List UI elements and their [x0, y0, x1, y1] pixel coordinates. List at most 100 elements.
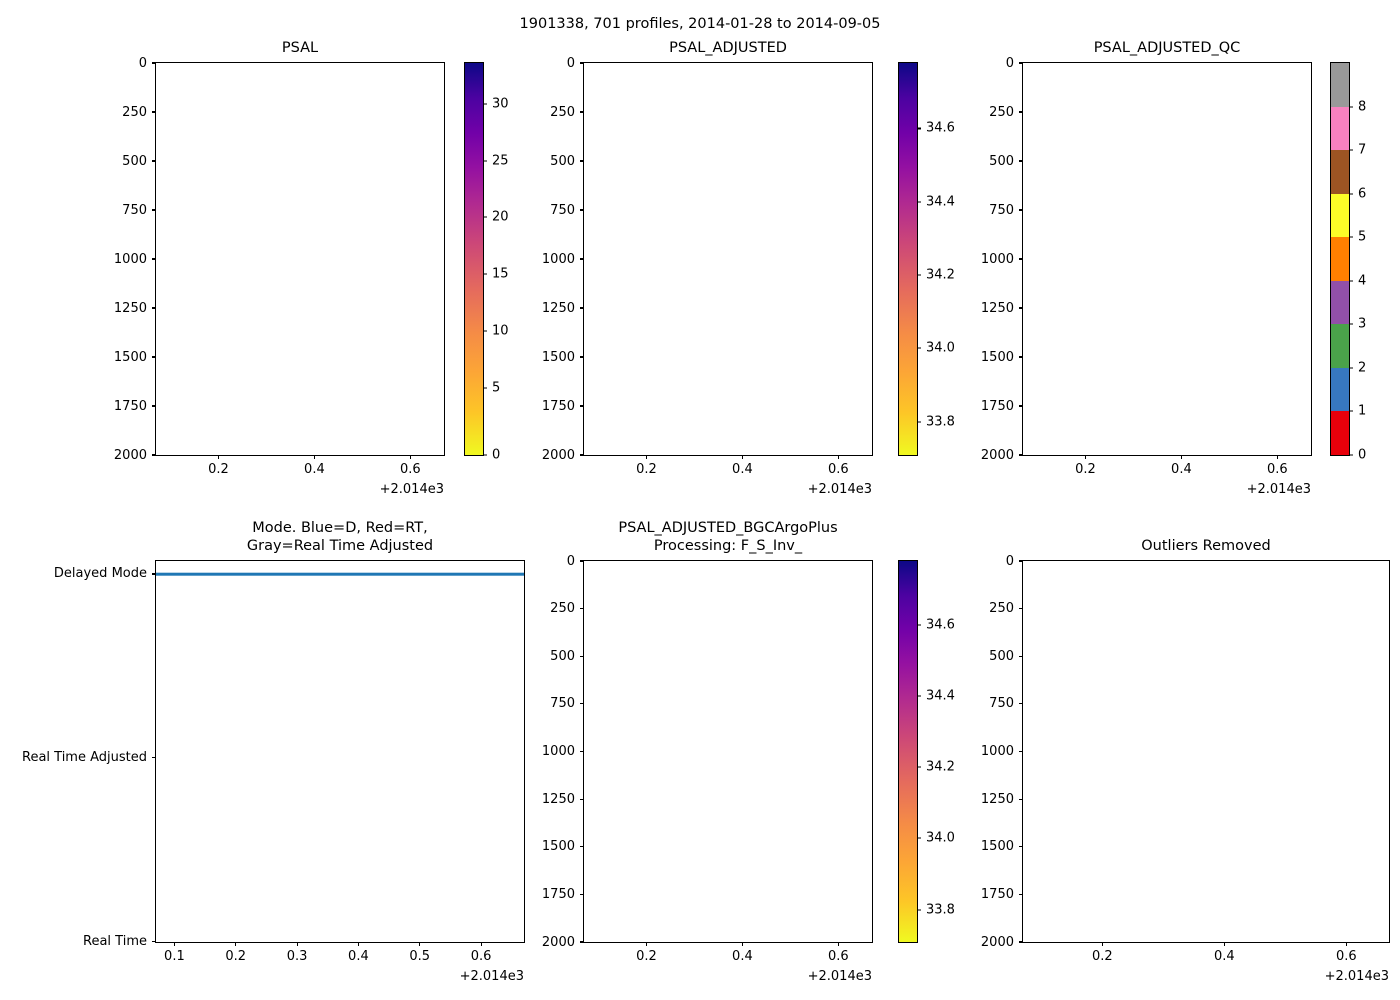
tick-mark [152, 573, 156, 575]
tick-mark [483, 216, 487, 218]
ytick-label: 1750 [541, 398, 575, 414]
tick-mark [580, 209, 584, 211]
tick-mark [580, 941, 584, 943]
tick-mark [1019, 703, 1023, 705]
tick-mark [1019, 405, 1023, 407]
qc-band-2 [1331, 324, 1349, 368]
cbtick-label: 3 [1358, 316, 1367, 332]
tick-mark [917, 695, 921, 697]
ytick-label: 1750 [980, 886, 1014, 902]
qc-band-1 [1331, 367, 1349, 412]
axes-title-mode: Mode. Blue=D, Red=RT, Gray=Real Time Adju… [247, 519, 433, 556]
tick-mark [1019, 356, 1023, 358]
ytick-label: Real Time Adjusted [22, 749, 147, 765]
tick-mark [1276, 455, 1278, 459]
axes-mode[interactable]: Mode. Blue=D, Red=RT, Gray=Real Time Adju… [22, 520, 525, 984]
tick-mark [580, 798, 584, 800]
ytick-label: 1750 [541, 886, 575, 902]
ytick-label: 0 [1005, 55, 1014, 71]
axes-title-bgc-line2: Processing: F_S_Inv_ [653, 538, 803, 555]
xtick-label: 0.4 [304, 462, 325, 477]
axes-psal[interactable]: PSAL 0 250 500 750 1000 1250 1500 [114, 40, 445, 497]
tick-mark [152, 454, 156, 456]
cbtick-label: 1 [1358, 403, 1367, 419]
cbtick-psaladj-346: 34.6 [917, 122, 955, 135]
axes-psal-adjusted[interactable]: PSAL_ADJUSTED 0 250 500 750 1000 1250 15… [542, 40, 873, 497]
cbtick-label: 0 [492, 447, 501, 463]
cbtick-qc-5: 5 [1349, 231, 1366, 244]
ytick-label: 1250 [980, 300, 1014, 316]
ytick-label: 1500 [980, 349, 1014, 365]
tick-mark [419, 942, 421, 946]
tick-mark [741, 455, 743, 459]
ytick-label: 0 [138, 55, 147, 71]
tick-mark [296, 942, 298, 946]
tick-mark [1019, 560, 1023, 562]
cbtick-qc-3: 3 [1349, 318, 1366, 331]
tick-mark [483, 103, 487, 105]
ytick-label: 1000 [541, 251, 575, 267]
ytick-label: 1750 [980, 398, 1014, 414]
x-offset-text-psal: +2.014e3 [379, 482, 444, 497]
ytick-label: 250 [989, 601, 1014, 617]
cbtick-psaladj-338: 33.8 [917, 415, 955, 428]
xtick-label: 0.4 [732, 462, 753, 477]
xtick-label: 0.2 [636, 949, 657, 964]
ytick-label: 500 [989, 648, 1014, 664]
colorbar-psal[interactable]: 0 5 10 15 20 25 [464, 62, 509, 462]
tick-mark [580, 750, 584, 753]
figure-suptitle: 1901338, 701 profiles, 2014-01-28 to 201… [519, 16, 881, 32]
tick-mark [483, 454, 487, 456]
cbtick-bgc-346: 34.6 [917, 618, 955, 631]
colorbar-psal-adjusted-qc[interactable]: 0 1 2 3 4 5 6 [1330, 62, 1366, 462]
ytick-label: 750 [550, 202, 575, 218]
xtick-label: 0.2 [1091, 949, 1113, 964]
tick-mark [1019, 655, 1023, 657]
colorbar-bgcargoplus[interactable]: 33.8 34.0 34.2 34.4 34.6 [898, 560, 955, 943]
tick-mark [1349, 410, 1353, 412]
axes-psal-adjusted-bgcargoplus[interactable]: PSAL_ADJUSTED_BGCArgoPlus Processing: F_S… [542, 520, 873, 984]
cbtick-label: 34.2 [926, 267, 955, 283]
tick-mark [152, 209, 156, 211]
xtick-label: 0.6 [400, 462, 421, 477]
qc-band-0 [1331, 411, 1349, 455]
tick-mark [580, 608, 584, 610]
tick-mark [357, 942, 359, 946]
cbtick-label: 34.4 [926, 688, 955, 704]
ytick-label: 250 [550, 104, 575, 120]
tick-mark [483, 330, 487, 332]
ytick-label: 2000 [113, 447, 147, 463]
cbtick-qc-7: 7 [1349, 144, 1366, 157]
cbtick-label: 33.8 [926, 902, 955, 918]
xtick-label: 0.4 [1171, 462, 1192, 477]
ytick-label: 0 [1005, 553, 1014, 569]
tick-mark [580, 893, 584, 895]
tick-mark [1180, 455, 1182, 459]
cbtick-psal-10: 10 [483, 325, 509, 338]
ytick-label: 1750 [113, 398, 147, 414]
tick-mark [152, 307, 156, 309]
tick-mark [580, 454, 584, 456]
axes-psal-adjusted-qc[interactable]: PSAL_ADJUSTED_QC 0 250 500 750 1000 1250… [981, 40, 1312, 497]
cbtick-label: 30 [492, 96, 509, 112]
tick-mark [645, 455, 647, 459]
tick-mark [1019, 608, 1023, 610]
tick-mark [580, 405, 584, 407]
tick-mark [580, 846, 584, 848]
cbtick-label: 34.6 [926, 617, 955, 633]
xtick-label: 0.2 [208, 462, 229, 477]
colorbar-psal-adjusted[interactable]: 33.8 34.0 34.2 34.4 34.6 [898, 62, 955, 456]
x-offset-text-psal-adjusted: +2.014e3 [807, 482, 872, 497]
ytick-label: 1000 [541, 744, 575, 759]
axes-title-bgc-line1: PSAL_ADJUSTED_BGCArgoPlus [618, 519, 838, 536]
tick-mark [1349, 280, 1353, 282]
cbtick-label: 34.0 [926, 340, 955, 356]
axes-outliers-removed[interactable]: Outliers Removed 0 250 500 750 1000 1250… [981, 538, 1390, 984]
axes-title-mode-line1: Mode. Blue=D, Red=RT, [252, 519, 428, 536]
ytick-label: 750 [989, 202, 1014, 218]
cbtick-qc-2: 2 [1349, 361, 1366, 374]
tick-mark [1101, 942, 1103, 946]
x-offset-text-outliers-removed: +2.014e3 [1324, 969, 1389, 984]
tick-mark [645, 942, 647, 946]
tick-mark [917, 624, 921, 626]
